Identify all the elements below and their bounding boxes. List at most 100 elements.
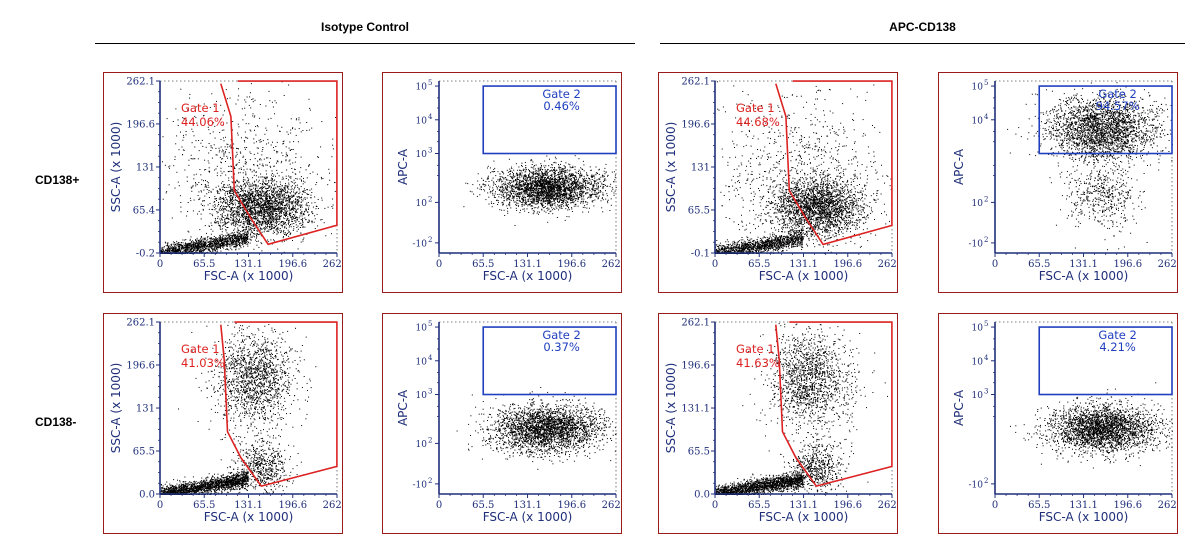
plot-iso-pos-gate2: Gate 20.46% 0 65.5 131.1 196.6 262.1 FSC-A (x … [382,72,622,293]
y-axis-label: SSC-A (x 1000) [664,122,678,213]
x-tick-label: 0 [436,259,442,270]
plot-apc-neg-gate2: Gate 24.21% 0 65.5 131.1 196.6 262.1 FSC-A (x … [938,313,1178,534]
y-tick-exponent: 5 [984,79,988,87]
data-points [456,387,617,470]
x-tick-label: 65.5 [472,259,494,270]
x-tick-label: 65.5 [193,259,215,270]
x-tick-label: 0 [992,500,998,511]
y-tick-label: 65.5 [133,447,155,458]
x-tick-label: 65.5 [1028,259,1050,270]
isotype-header: Isotype Control [95,20,635,34]
y-tick-label: 0.0 [694,490,710,501]
y-tick-label: 10 [416,324,428,334]
y-axis-label: SSC-A (x 1000) [109,122,123,213]
gate1-name: Gate 1 [736,101,775,115]
gate2-rectangle [1038,326,1173,396]
y-axis-label: SSC-A (x 1000) [109,363,123,454]
y-tick-label: 262.1 [681,318,710,329]
x-axis-label: FSC-A (x 1000) [483,510,573,524]
y-tick-label: 10 [972,324,984,334]
y-tick-label: 196.6 [681,119,710,130]
data-points [463,155,617,226]
x-tick-label: 131.1 [789,500,818,511]
gate2-percent: 94.57% [1096,99,1140,113]
y-tick-exponent: 2 [984,477,988,485]
population-1 [715,229,804,254]
gate2-percent: 0.37% [543,340,580,354]
y-tick-label: 10 [416,83,428,93]
y-tick-exponent: 5 [428,79,432,87]
y-axis-label: SSC-A (x 1000) [664,363,678,454]
data-points [715,81,893,254]
x-tick-label: 65.5 [193,500,215,511]
y-tick-label: 131 [691,163,710,174]
plot-apc-pos-gate1: Gate 144.68% 0 65.5 131.1 196.6 262.1 FSC-A (x… [658,72,898,293]
x-tick-label: 262.1 [878,500,898,511]
population-0 [742,323,888,464]
y-tick-exponent: 3 [428,147,432,155]
x-tick-label: 196.6 [1113,500,1142,511]
population-2 [162,81,337,253]
x-axis-label: FSC-A (x 1000) [759,510,849,524]
y-tick-label: -10 [413,480,428,490]
y-tick-label: 262.1 [681,77,710,88]
y-tick-label: 196.6 [126,119,155,130]
population-0 [739,154,892,254]
data-points [1010,382,1173,469]
gate1-name: Gate 1 [181,342,220,356]
y-tick-label: 65.4 [133,205,155,216]
y-tick-exponent: 2 [428,195,432,203]
y-axis-label: APC-A [396,389,410,426]
y-tick-label: 65.5 [688,447,710,458]
x-tick-label: 131.1 [1069,259,1098,270]
x-tick-label: 131.1 [234,259,263,270]
y-tick-exponent: 2 [984,236,988,244]
y-tick-label: 196.6 [681,360,710,371]
x-tick-label: 262.1 [878,259,898,270]
y-tick-label: -0.1 [691,249,710,260]
x-tick-label: 196.6 [1113,259,1142,270]
y-tick-exponent: 3 [428,388,432,396]
population-2 [717,81,893,250]
x-tick-label: 0 [712,259,718,270]
population-0 [463,155,617,226]
plot-iso-pos-gate1: Gate 144.06% 0 65.5 131.1 196.6 262.1 FSC-A (x… [103,72,343,293]
x-axis-label: FSC-A (x 1000) [1039,510,1129,524]
plot-iso-neg-gate1: Gate 141.03% 0 65.5 131.1 196.6 262.1 FSC-A (x… [103,313,343,534]
y-tick-label: 10 [416,116,428,126]
population-1 [160,466,249,495]
y-tick-label: 10 [972,357,984,367]
y-tick-label: 10 [972,83,984,93]
x-tick-label: 262.1 [602,500,622,511]
gate2-name: Gate 2 [542,87,581,101]
x-axis-label: FSC-A (x 1000) [483,269,573,283]
population-2 [220,425,305,494]
x-tick-label: 262.1 [602,259,622,270]
plot-apc-neg-gate1: Gate 141.63% 0 65.5 131.1 196.6 262.1 FSC-A (x… [658,313,898,534]
x-tick-label: 131.1 [513,500,542,511]
y-tick-label: 10 [972,116,984,126]
isotype-header-rule [95,43,635,44]
x-tick-label: 196.6 [557,259,586,270]
x-tick-label: 196.6 [278,500,307,511]
gate2-rectangle [482,326,617,396]
plot-iso-neg-gate2: Gate 20.37% 0 65.5 131.1 196.6 262.1 FSC-A (x … [382,313,622,534]
gate2-percent: 4.21% [1099,340,1136,354]
x-tick-label: 196.6 [833,500,862,511]
y-tick-exponent: 3 [984,388,988,396]
y-tick-label: 10 [416,150,428,160]
x-axis-label: FSC-A (x 1000) [204,269,294,283]
y-tick-label: 10 [416,357,428,367]
gate1-polygon [220,321,338,488]
x-tick-label: 262.1 [323,500,343,511]
x-tick-label: 0 [157,259,163,270]
y-tick-label: 10 [972,199,984,209]
y-tick-label: 131 [136,162,155,173]
y-tick-exponent: 2 [984,195,988,203]
x-tick-label: 262.1 [1158,500,1178,511]
x-tick-label: 196.6 [278,259,307,270]
y-tick-label: 131.1 [681,404,710,415]
x-tick-label: 131.1 [1069,500,1098,511]
x-tick-label: 65.5 [748,259,770,270]
y-tick-exponent: 4 [984,113,989,121]
